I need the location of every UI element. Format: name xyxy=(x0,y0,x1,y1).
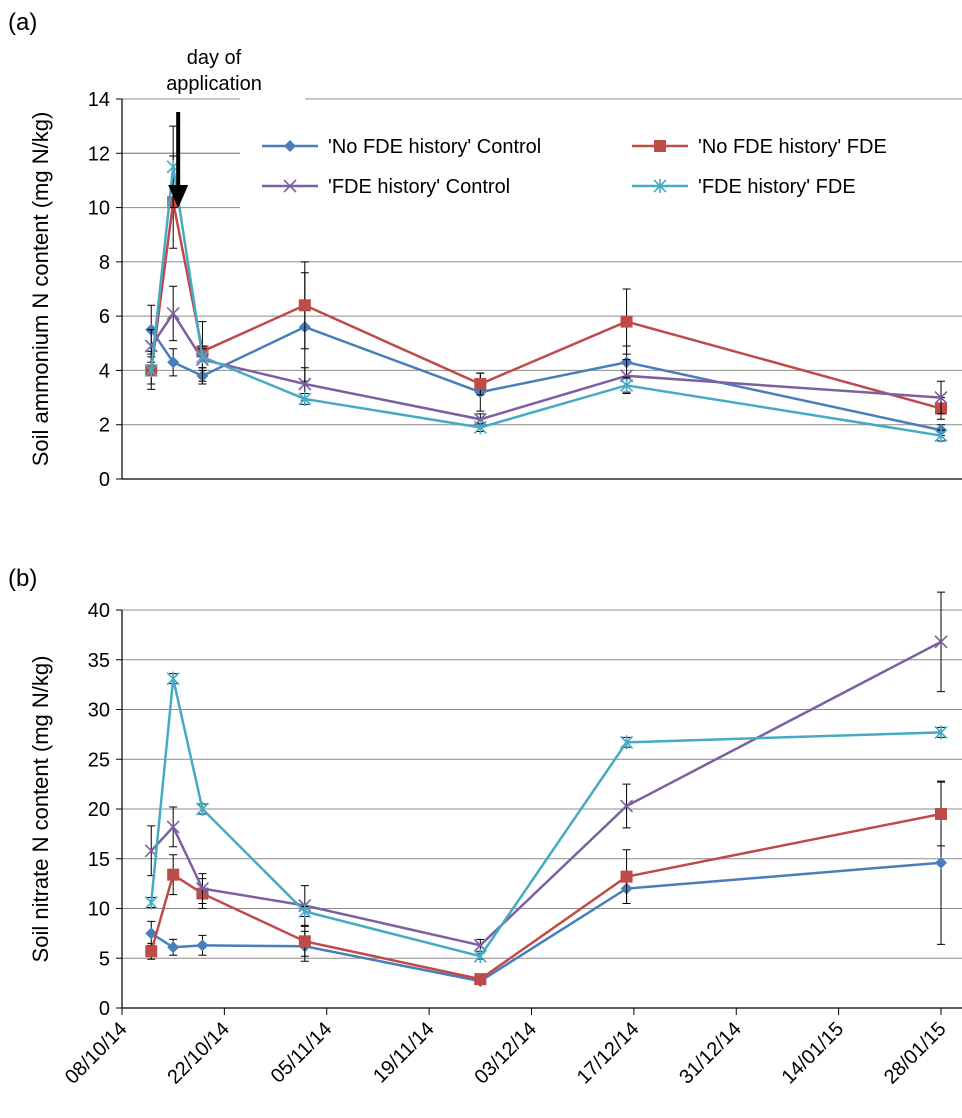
data-point xyxy=(620,315,633,328)
data-point xyxy=(167,941,180,954)
series-line xyxy=(150,812,942,981)
x-tick-label: 17/12/14 xyxy=(573,1018,644,1089)
data-point xyxy=(145,945,158,958)
legend-marker xyxy=(653,179,667,193)
x-tick-label: 19/11/14 xyxy=(369,1018,439,1088)
legend-item-no-fde-history-control: 'No FDE history' Control xyxy=(262,136,541,158)
data-point xyxy=(196,939,209,952)
data-point xyxy=(619,735,634,750)
data-point xyxy=(935,856,947,869)
x-tick-label: 31/12/14 xyxy=(675,1018,746,1089)
y-tick-label: 6 xyxy=(99,306,110,328)
y-tick-label: 25 xyxy=(88,749,110,771)
data-point xyxy=(167,356,180,369)
data-point xyxy=(167,868,180,881)
annotation-arrow-head xyxy=(168,185,189,208)
legend-item-no-fde-history-fde: 'No FDE history' FDE xyxy=(632,136,887,158)
legend-label: 'FDE history' Control xyxy=(328,176,510,198)
data-point xyxy=(619,369,634,383)
data-point xyxy=(474,378,487,390)
data-point xyxy=(195,349,210,364)
y-tick-label: 4 xyxy=(99,360,110,382)
series-line xyxy=(150,678,942,958)
x-tick-label: 22/10/14 xyxy=(163,1018,234,1089)
x-tick-label: 05/11/14 xyxy=(267,1018,337,1088)
data-point xyxy=(166,671,180,686)
data-point xyxy=(298,904,312,919)
annotation-label: day of application xyxy=(166,47,262,95)
data-point xyxy=(934,391,948,405)
x-tick-label: 14/01/15 xyxy=(778,1018,849,1089)
y-axis-label: Soil nitrate N content (mg N/kg) xyxy=(28,656,53,963)
panel-b-chart: 0 5 10 15 20 25 30 35 40 Soil nitrate N content (… xyxy=(28,591,962,1089)
y-tick-label: 14 xyxy=(88,89,110,111)
x-tick-label: 03/12/14 xyxy=(470,1018,541,1089)
data-point xyxy=(473,949,487,964)
annotation-line-1: day of xyxy=(187,47,242,69)
data-point xyxy=(934,725,948,740)
legend: 'No FDE history' Control 'No FDE history'… xyxy=(240,120,962,210)
legend-background xyxy=(240,120,962,210)
y-tick-label: 8 xyxy=(99,252,110,274)
y-tick-label: 10 xyxy=(88,899,110,921)
y-tick-label: 12 xyxy=(88,143,110,165)
data-point xyxy=(298,935,311,948)
data-point xyxy=(473,420,487,435)
data-point xyxy=(620,870,633,883)
series-fde-history-control xyxy=(144,591,948,952)
legend-marker xyxy=(283,179,297,193)
panel-a-label: (a) xyxy=(8,9,37,36)
annotation-background xyxy=(240,60,305,120)
data-point xyxy=(619,799,634,813)
data-point xyxy=(298,391,312,406)
data-point xyxy=(474,973,487,986)
series-line xyxy=(150,861,942,983)
data-point xyxy=(934,635,948,649)
panel-b-label: (b) xyxy=(8,565,37,592)
legend-marker xyxy=(284,140,296,152)
data-point xyxy=(144,363,158,378)
y-tick-label: 20 xyxy=(88,799,110,821)
panel-a-chart: 0 2 4 6 8 10 12 14 Soil ammonium N content (mg N… xyxy=(28,47,962,491)
data-point xyxy=(935,807,947,820)
data-point xyxy=(166,820,180,834)
legend-marker xyxy=(654,140,666,152)
y-tick-label: 30 xyxy=(88,700,110,722)
legend-item-fde-history-control: 'FDE history' Control xyxy=(262,176,510,198)
legend-label: 'No FDE history' Control xyxy=(328,136,541,158)
y-tick-label: 2 xyxy=(99,415,110,437)
legend-label: 'No FDE history' FDE xyxy=(698,136,887,158)
data-point xyxy=(195,882,210,896)
x-tick-label: 08/10/14 xyxy=(61,1018,132,1089)
series-fde-history-fde xyxy=(144,125,948,443)
series-no-fde-history-control xyxy=(145,272,947,437)
series-line xyxy=(150,325,942,432)
y-tick-label: 0 xyxy=(99,469,110,491)
series-line xyxy=(150,640,942,947)
data-point xyxy=(298,299,311,312)
annotation-line-2: application xyxy=(166,73,262,95)
series-no-fde-history-fde xyxy=(145,781,947,986)
data-point xyxy=(934,428,948,443)
data-point xyxy=(195,802,210,816)
y-tick-label: 35 xyxy=(88,650,110,672)
data-point xyxy=(619,378,634,393)
y-tick-label: 40 xyxy=(88,600,110,622)
y-tick-label: 10 xyxy=(88,198,110,220)
y-tick-label: 5 xyxy=(99,948,110,970)
data-point xyxy=(144,895,158,910)
series-fde-history-fde xyxy=(144,671,948,964)
legend-item-fde-history-fde: 'FDE history' FDE xyxy=(632,176,856,198)
legend-label: 'FDE history' FDE xyxy=(698,176,856,198)
data-point xyxy=(298,377,312,391)
y-tick-label: 15 xyxy=(88,849,110,871)
x-tick-label: 28/01/15 xyxy=(880,1018,951,1089)
y-axis-label: Soil ammonium N content (mg N/kg) xyxy=(28,112,53,467)
y-tick-label: 0 xyxy=(99,998,110,1020)
data-point xyxy=(166,306,180,320)
